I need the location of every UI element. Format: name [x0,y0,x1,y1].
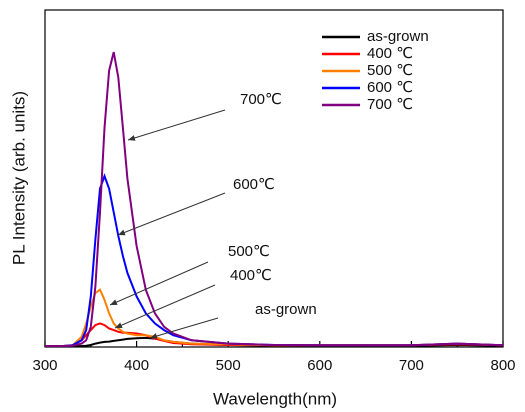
annotation-arrow [127,109,226,141]
annotation: 600℃ [233,176,275,193]
legend-label: 400 ℃ [367,45,413,62]
series-line [45,51,504,347]
series-line [45,322,504,347]
annotation-arrow [117,192,226,236]
series-line [45,173,504,347]
annotation-arrow [114,284,216,329]
x-tick-label: 600 [307,357,332,374]
annotation: 700℃ [240,91,282,108]
x-tick-label: 500 [216,357,241,374]
legend-label: 500 ℃ [367,62,413,79]
x-tick-label: 800 [490,357,515,374]
annotation-arrow [109,261,209,306]
x-tick-label: 300 [32,357,57,374]
annotation: 400℃ [230,267,272,284]
legend-label: as-grown [367,28,429,45]
y-axis-label: PL Intensity (arb. units) [9,91,28,265]
x-tick-label: 700 [399,357,424,374]
legend-label: 600 ℃ [367,79,413,96]
annotation: 500℃ [228,243,270,260]
x-tick-label: 400 [124,357,149,374]
legend-label: 700 ℃ [367,96,413,113]
x-axis-label: Wavelength(nm) [213,389,337,408]
annotation-arrow [149,317,219,339]
annotation: as-grown [255,301,317,318]
